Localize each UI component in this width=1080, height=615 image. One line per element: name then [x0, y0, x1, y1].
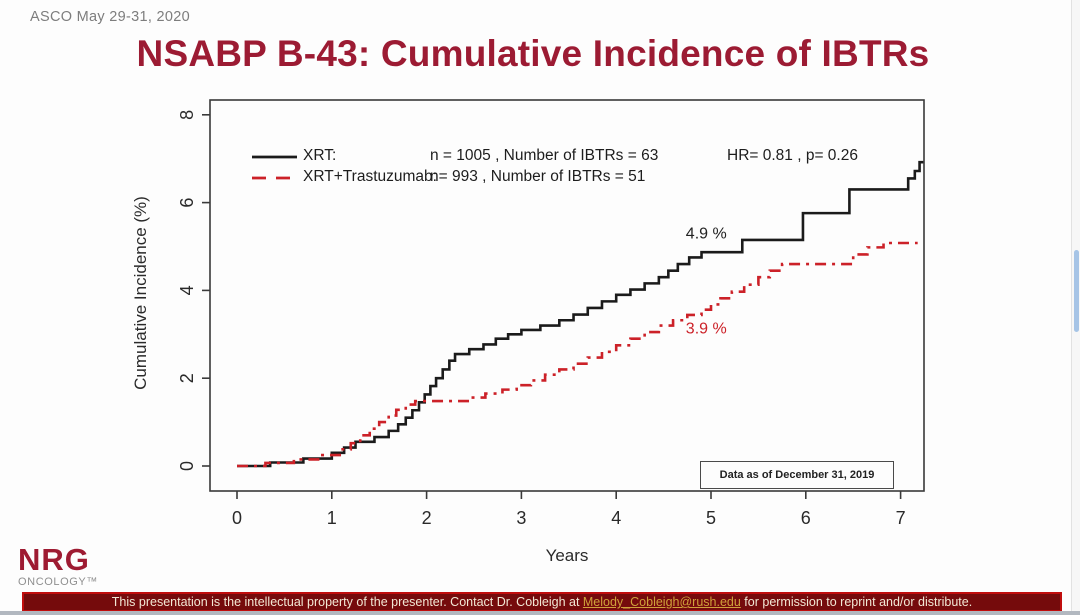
- y-tick-label: 8: [177, 110, 197, 120]
- legend-stats-xrt: n = 1005 , Number of IBTRs = 63: [430, 147, 659, 164]
- footer-text-after: for permission to reprint and/or distrib…: [740, 595, 973, 609]
- x-tick-label: 1: [327, 508, 337, 528]
- logo-nrg-text: NRG: [18, 542, 90, 577]
- legend-label-trastuzumab: XRT+Trastuzumab:: [303, 168, 437, 185]
- data-cutoff-note: Data as of December 31, 2019: [700, 461, 894, 489]
- x-tick-label: 5: [706, 508, 716, 528]
- scrollbar-track[interactable]: [1071, 0, 1080, 611]
- series-curve-xrt: [237, 160, 924, 468]
- x-tick-label: 2: [422, 508, 432, 528]
- x-tick-label: 0: [232, 508, 242, 528]
- footer-text-before: This presentation is the intellectual pr…: [111, 595, 583, 609]
- slide-title: NSABP B-43: Cumulative Incidence of IBTR…: [136, 33, 930, 74]
- y-tick-label: 6: [177, 198, 197, 208]
- x-tick-label: 7: [896, 508, 906, 528]
- logo-oncology-text: ONCOLOGY™: [18, 576, 98, 588]
- footer-email-link[interactable]: Melody_Cobleigh@rush.edu: [582, 595, 741, 609]
- y-axis-title: Cumulative Incidence (%): [131, 196, 150, 390]
- x-tick-label: 4: [611, 508, 621, 528]
- x-tick-label: 3: [516, 508, 526, 528]
- hazard-ratio-annotation: HR= 0.81 , p= 0.26: [727, 147, 858, 164]
- copyright-footer-bar: This presentation is the intellectual pr…: [22, 592, 1062, 612]
- plot-border: [209, 99, 925, 492]
- curve-value-annotation: 4.9 %: [686, 225, 727, 242]
- legend-label-xrt: XRT:: [303, 147, 337, 164]
- y-tick-label: 4: [177, 285, 197, 295]
- x-tick-label: 6: [801, 508, 811, 528]
- x-axis-title: Years: [545, 546, 589, 565]
- scrollbar-thumb[interactable]: [1074, 250, 1079, 332]
- y-tick-label: 0: [177, 461, 197, 471]
- conference-date-text: ASCO May 29-31, 2020: [30, 9, 190, 25]
- y-tick-label: 2: [177, 373, 197, 383]
- legend-stats-trastuzumab: n= 993 , Number of IBTRs = 51: [430, 168, 646, 185]
- series-curve-xrt-trastuzumab: [237, 241, 918, 468]
- data-cutoff-note-text: Data as of December 31, 2019: [719, 469, 875, 481]
- nrg-oncology-logo: NRG ONCOLOGY™: [18, 544, 98, 588]
- bottom-edge-strip: [0, 611, 1080, 615]
- curve-value-annotation: 3.9 %: [686, 321, 727, 338]
